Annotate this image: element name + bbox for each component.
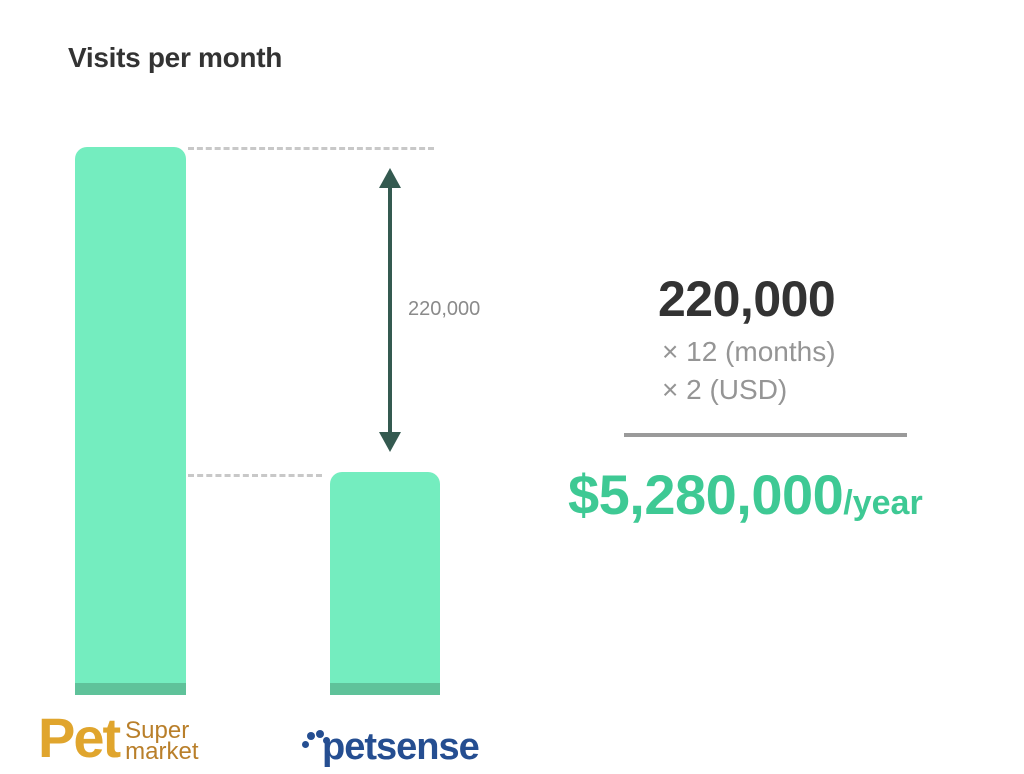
- logo-petsense-word: petsense: [322, 726, 480, 768]
- dashed-guide-top: [188, 147, 434, 150]
- chart-title: Visits per month: [68, 42, 283, 73]
- calc-multiplier-usd: × 2 (USD): [662, 374, 788, 405]
- petsense-logo: petsense: [302, 726, 480, 768]
- logo-market: market: [125, 738, 199, 765]
- difference-arrow-line: [388, 186, 392, 436]
- dashed-guide-bottom: [188, 474, 322, 477]
- logo-supermarket-word: Super market: [125, 717, 199, 765]
- result-value: $5,280,000: [568, 463, 844, 526]
- bar-petsense: [330, 472, 440, 695]
- bar-base: [330, 683, 440, 695]
- calc-multiplier-months: × 12 (months): [662, 336, 836, 367]
- calc-result: $5,280,000/year: [568, 462, 923, 527]
- logo-super: Super: [125, 717, 190, 744]
- pet-supermarket-logo: Pet Super market: [38, 706, 199, 769]
- logo-pet-word: Pet: [38, 706, 121, 769]
- calc-divider: [624, 433, 907, 437]
- result-unit: /year: [843, 484, 923, 522]
- calc-base-value: 220,000: [658, 271, 836, 327]
- arrow-up-icon: [379, 168, 401, 188]
- arrow-down-icon: [379, 432, 401, 452]
- bar-base: [75, 683, 186, 695]
- bar-pet-supermarket: [75, 147, 186, 695]
- difference-label: 220,000: [408, 298, 481, 320]
- paw-icon: [302, 729, 330, 765]
